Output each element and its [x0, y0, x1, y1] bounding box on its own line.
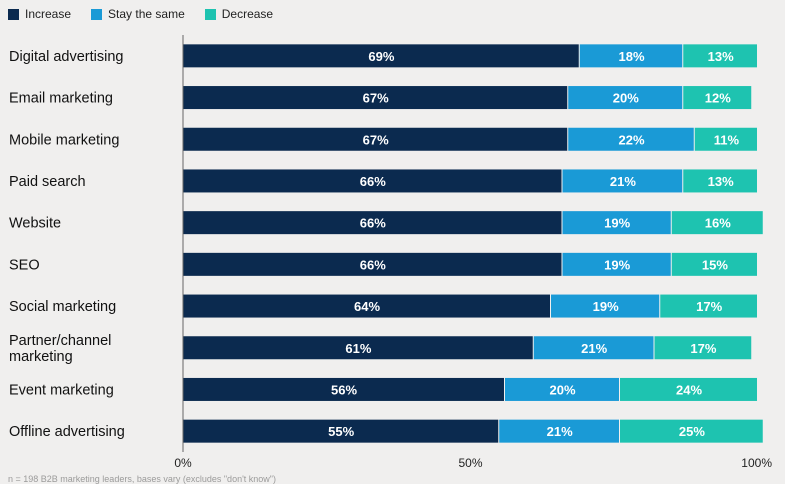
- bar-paid-search-increase: [183, 169, 562, 193]
- category-label-partner-channel-marketing: Partner/channel marketing: [9, 333, 111, 365]
- data-label-paid-search-stay-the-same: 21%: [610, 174, 636, 189]
- bar-event-marketing-decrease: [620, 377, 757, 401]
- data-label-event-marketing-stay-the-same: 20%: [549, 382, 575, 397]
- bar-website-increase: [183, 211, 562, 235]
- data-label-paid-search-decrease: 13%: [708, 174, 734, 189]
- data-label-partner-channel-marketing-increase: 61%: [345, 341, 371, 356]
- bar-offline-advertising-decrease: [620, 419, 763, 443]
- legend-label-decrease: Decrease: [221, 7, 274, 21]
- bar-website-stay-the-same: [562, 211, 671, 235]
- category-label-social-marketing: Social marketing: [9, 299, 116, 315]
- bar-offline-advertising-stay-the-same: [499, 419, 619, 443]
- category-label-line: marketing: [9, 349, 73, 365]
- bar-seo-decrease: [671, 252, 757, 276]
- bar-email-marketing-decrease: [683, 86, 752, 110]
- category-label-offline-advertising: Offline advertising: [9, 424, 125, 440]
- x-tick-label-100: 100%: [741, 456, 772, 470]
- data-label-website-decrease: 16%: [705, 216, 731, 231]
- bar-digital-advertising-increase: [183, 44, 579, 68]
- data-label-paid-search-increase: 66%: [360, 174, 386, 189]
- data-label-mobile-marketing-decrease: 11%: [714, 132, 740, 147]
- data-label-social-marketing-stay-the-same: 19%: [593, 299, 619, 314]
- x-tick-label-50: 50%: [458, 456, 482, 470]
- bar-digital-advertising-decrease: [683, 44, 757, 68]
- data-label-website-stay-the-same: 19%: [604, 216, 630, 231]
- data-label-offline-advertising-decrease: 25%: [679, 424, 705, 439]
- bar-digital-advertising-stay-the-same: [579, 44, 683, 68]
- bar-event-marketing-stay-the-same: [505, 377, 619, 401]
- bar-email-marketing-stay-the-same: [568, 86, 683, 110]
- bar-social-marketing-stay-the-same: [551, 294, 660, 318]
- bar-paid-search-stay-the-same: [562, 169, 683, 193]
- legend-item-stay-the-same: Stay the same: [91, 7, 185, 21]
- data-label-email-marketing-decrease: 12%: [705, 91, 731, 106]
- data-label-mobile-marketing-stay-the-same: 22%: [618, 132, 644, 147]
- data-label-digital-advertising-decrease: 13%: [708, 49, 734, 64]
- bar-partner-channel-marketing-increase: [183, 336, 533, 360]
- bar-seo-stay-the-same: [562, 252, 671, 276]
- bar-website-decrease: [671, 211, 763, 235]
- legend-item-decrease: Decrease: [204, 7, 274, 21]
- bar-partner-channel-marketing-decrease: [654, 336, 752, 360]
- data-label-email-marketing-increase: 67%: [363, 91, 389, 106]
- data-label-seo-stay-the-same: 19%: [604, 257, 630, 272]
- legend-swatch-increase: [8, 8, 19, 20]
- bar-mobile-marketing-stay-the-same: [568, 127, 694, 151]
- data-label-digital-advertising-increase: 69%: [368, 49, 394, 64]
- legend-item-increase: Increase: [8, 7, 71, 21]
- data-label-event-marketing-increase: 56%: [331, 382, 357, 397]
- bar-mobile-marketing-increase: [183, 127, 568, 151]
- legend-label-stay-the-same: Stay the same: [108, 7, 185, 21]
- category-label-line: Partner/channel: [9, 333, 111, 349]
- bar-partner-channel-marketing-stay-the-same: [533, 336, 654, 360]
- data-label-mobile-marketing-increase: 67%: [363, 132, 389, 147]
- data-label-event-marketing-decrease: 24%: [676, 382, 702, 397]
- legend-swatch-stay-the-same: [91, 8, 103, 20]
- data-label-digital-advertising-stay-the-same: 18%: [618, 49, 644, 64]
- category-label-email-marketing: Email marketing: [9, 91, 113, 107]
- chart-legend: Increase Stay the same Decrease: [8, 6, 293, 22]
- x-tick-label-0: 0%: [174, 456, 192, 470]
- data-label-social-marketing-decrease: 17%: [696, 299, 722, 314]
- data-label-email-marketing-stay-the-same: 20%: [613, 91, 639, 106]
- bar-event-marketing-increase: [183, 377, 504, 401]
- legend-label-increase: Increase: [25, 7, 72, 21]
- data-label-offline-advertising-increase: 55%: [328, 424, 354, 439]
- data-label-partner-channel-marketing-stay-the-same: 21%: [581, 341, 607, 356]
- legend-swatch-decrease: [204, 8, 216, 20]
- footnote: n = 198 B2B marketing leaders, bases var…: [8, 474, 276, 484]
- bar-social-marketing-increase: [183, 294, 550, 318]
- bar-social-marketing-decrease: [660, 294, 757, 318]
- bar-mobile-marketing-decrease: [694, 127, 757, 151]
- category-label-digital-advertising: Digital advertising: [9, 49, 123, 65]
- category-label-website: Website: [9, 216, 61, 232]
- data-label-website-increase: 66%: [360, 216, 386, 231]
- category-label-seo: SEO: [9, 257, 40, 273]
- data-label-offline-advertising-stay-the-same: 21%: [547, 424, 573, 439]
- data-label-partner-channel-marketing-decrease: 17%: [690, 341, 716, 356]
- category-label-mobile-marketing: Mobile marketing: [9, 132, 119, 148]
- bar-offline-advertising-increase: [183, 419, 499, 443]
- data-label-social-marketing-increase: 64%: [354, 299, 380, 314]
- data-label-seo-decrease: 15%: [702, 257, 728, 272]
- bar-email-marketing-increase: [183, 86, 568, 110]
- data-label-seo-increase: 66%: [360, 257, 386, 272]
- category-label-event-marketing: Event marketing: [9, 382, 114, 398]
- bar-seo-increase: [183, 252, 562, 276]
- category-label-paid-search: Paid search: [9, 174, 86, 190]
- bar-paid-search-decrease: [683, 169, 757, 193]
